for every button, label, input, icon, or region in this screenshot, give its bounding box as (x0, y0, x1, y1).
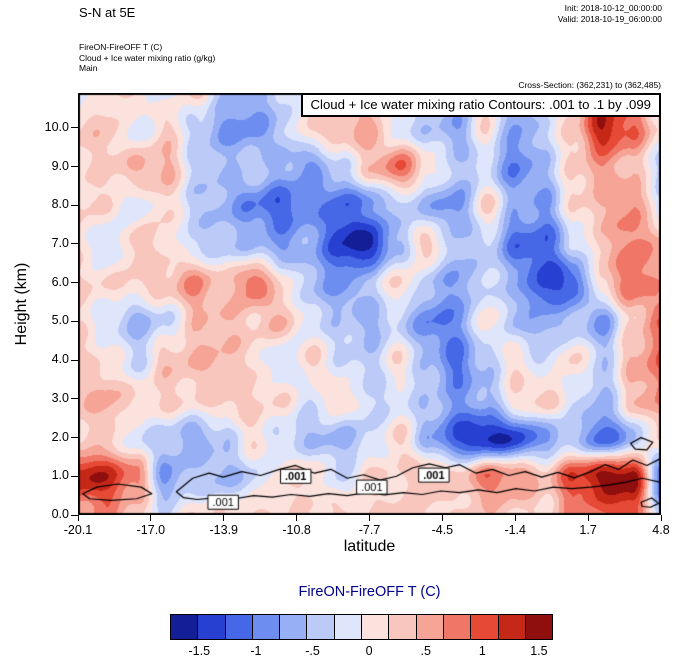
y-tick-label: 5.0 (51, 313, 69, 328)
colorbar-cell (442, 614, 472, 640)
colorbar-tick-label: 1.5 (530, 644, 548, 658)
colorbar-cell (470, 614, 499, 640)
domain-label: Main (79, 63, 98, 73)
x-axis-tick (223, 515, 225, 521)
plot-title: S-N at 5E (79, 5, 136, 20)
y-axis-tick (71, 282, 78, 284)
x-axis-label: latitude (343, 538, 396, 555)
field-info-block: FireON-FireOFF T (C) Cloud + Ice water m… (79, 42, 215, 74)
x-axis-tick (587, 515, 589, 521)
colorbar-cell (279, 614, 308, 640)
x-axis-tick (150, 515, 152, 521)
colorbar-title: FireON-FireOFF T (C) (298, 584, 441, 600)
colorbar-cell (524, 614, 554, 640)
colorbar-tick-label: -1.5 (188, 644, 211, 658)
x-axis-tick (441, 515, 443, 521)
diff-field-label: FireON-FireOFF T (C) (79, 42, 163, 52)
y-axis-tick (71, 204, 78, 206)
colorbar-cell (415, 614, 444, 640)
colorbar-cell (388, 614, 417, 640)
y-tick-label: 3.0 (51, 390, 69, 405)
timestamp-block: Init: 2018-10-12_00:00:00 Valid: 2018-10… (558, 3, 662, 25)
x-tick-label: -1.4 (504, 523, 527, 537)
y-tick-label: 7.0 (51, 235, 69, 250)
x-tick-label: 1.7 (579, 523, 597, 537)
y-tick-label: 10.0 (44, 119, 69, 134)
x-axis-tick (77, 515, 79, 521)
x-tick-label: -20.1 (63, 523, 93, 537)
x-axis-tick (514, 515, 516, 521)
contour-banner: Cloud + Ice water mixing ratio Contours:… (300, 93, 661, 117)
y-axis-tick (71, 514, 78, 516)
y-tick-label: 2.0 (51, 429, 69, 444)
init-time: Init: 2018-10-12_00:00:00 (564, 3, 662, 13)
x-tick-label: -17.0 (136, 523, 166, 537)
x-axis-tick (660, 515, 662, 521)
cross-section-field-canvas (78, 93, 661, 515)
valid-time: Valid: 2018-10-19_06:00:00 (557, 14, 662, 24)
y-axis-tick (71, 437, 78, 439)
colorbar-cell (497, 614, 526, 640)
x-tick-label: -10.8 (282, 523, 311, 537)
colorbar-cell (170, 614, 199, 640)
colorbar-cell (361, 614, 390, 640)
y-axis-tick (71, 398, 78, 400)
y-tick-label: 4.0 (51, 352, 69, 367)
y-tick-label: 9.0 (51, 158, 69, 173)
colorbar-cell (306, 614, 335, 640)
y-tick-label: 0.0 (51, 507, 69, 521)
colorbar-cell (197, 614, 226, 640)
colorbar-tick-label: 1 (478, 644, 486, 658)
y-tick-label: 1.0 (51, 468, 69, 483)
y-tick-label: 6.0 (51, 274, 69, 289)
colorbar-cell (251, 614, 281, 640)
colorbar (170, 614, 554, 640)
contour-field-label: Cloud + Ice water mixing ratio (g/kg) (79, 52, 216, 63)
x-tick-label: -7.7 (358, 523, 381, 537)
y-axis-tick (71, 243, 78, 245)
y-axis-tick (71, 127, 78, 129)
colorbar-cell (224, 614, 253, 640)
x-tick-label: 4.8 (652, 523, 670, 537)
y-axis-tick (71, 359, 78, 361)
colorbar-tick-label: 0 (365, 644, 373, 658)
cross-section-label: Cross-Section: (362,231) to (362,485) (518, 80, 661, 90)
colorbar-tick-label: -.5 (305, 644, 320, 658)
x-axis-tick (296, 515, 298, 521)
colorbar-tick-label: .5 (420, 644, 431, 658)
colorbar-cell (333, 614, 363, 640)
x-axis-tick (369, 515, 370, 521)
colorbar-tick-label: -1 (250, 644, 262, 658)
x-tick-label: -4.5 (431, 523, 454, 537)
y-axis-tick (71, 475, 78, 477)
y-axis-tick (71, 320, 78, 322)
y-tick-label: 8.0 (51, 197, 69, 212)
x-tick-label: -13.9 (209, 523, 239, 537)
y-axis-tick (71, 166, 78, 168)
